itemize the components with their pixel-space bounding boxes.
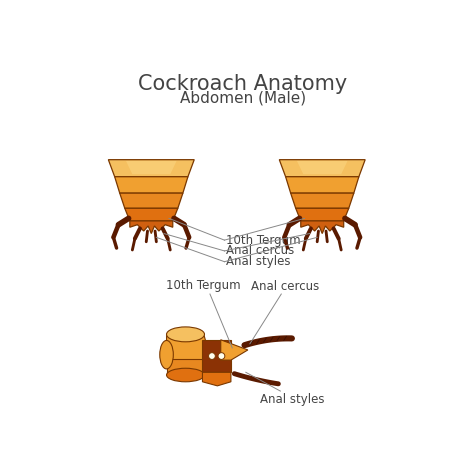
Text: Cockroach Anatomy: Cockroach Anatomy bbox=[138, 74, 347, 94]
Text: Abdomen (Male): Abdomen (Male) bbox=[180, 91, 306, 106]
Text: Anal styles: Anal styles bbox=[226, 255, 291, 268]
Polygon shape bbox=[286, 177, 359, 193]
Ellipse shape bbox=[166, 368, 204, 382]
Text: Anal cercus: Anal cercus bbox=[226, 245, 294, 257]
Circle shape bbox=[218, 353, 225, 359]
Circle shape bbox=[209, 353, 215, 359]
Polygon shape bbox=[130, 221, 173, 234]
Polygon shape bbox=[115, 177, 188, 193]
Polygon shape bbox=[166, 359, 204, 375]
Polygon shape bbox=[291, 193, 354, 208]
Text: 10th Tergum: 10th Tergum bbox=[226, 234, 301, 246]
Ellipse shape bbox=[160, 340, 173, 369]
Polygon shape bbox=[166, 334, 207, 360]
Polygon shape bbox=[126, 161, 176, 174]
Ellipse shape bbox=[166, 327, 204, 342]
Polygon shape bbox=[109, 160, 194, 177]
Polygon shape bbox=[202, 372, 231, 386]
Polygon shape bbox=[202, 340, 231, 372]
Polygon shape bbox=[125, 208, 178, 221]
Polygon shape bbox=[279, 160, 365, 177]
Polygon shape bbox=[297, 161, 347, 174]
Polygon shape bbox=[301, 221, 344, 234]
Text: Anal styles: Anal styles bbox=[260, 393, 324, 406]
Polygon shape bbox=[296, 208, 349, 221]
Text: 10th Tergum: 10th Tergum bbox=[166, 280, 241, 292]
Polygon shape bbox=[120, 193, 183, 208]
Text: Anal cercus: Anal cercus bbox=[251, 280, 319, 292]
Polygon shape bbox=[221, 340, 248, 360]
